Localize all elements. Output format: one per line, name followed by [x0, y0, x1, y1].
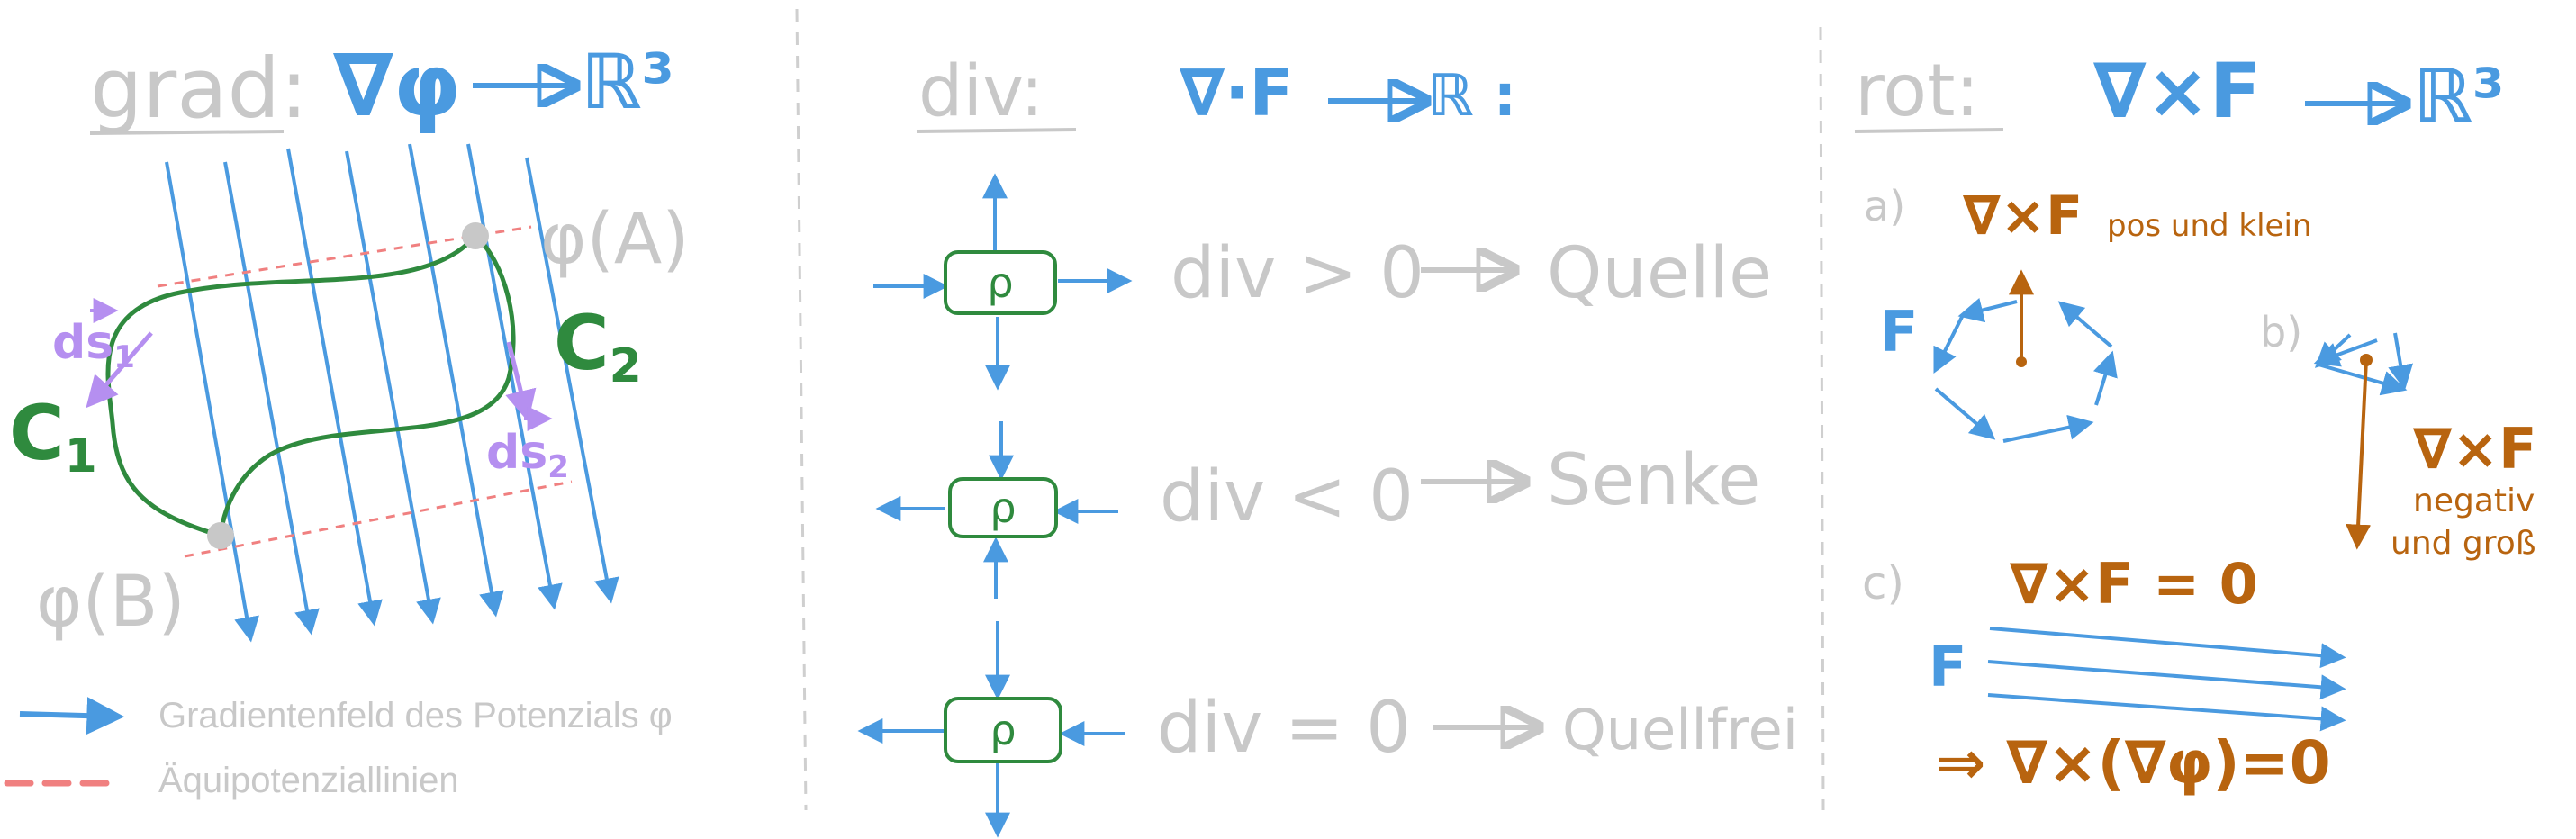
- legend-label-gradient: Gradientenfeld des Potenzials φ: [158, 696, 673, 735]
- rot-a-center: [2016, 356, 2027, 367]
- div-row-2-condition: div < 0: [1160, 456, 1414, 537]
- rot-case-b: b): [2260, 308, 2302, 356]
- div-panel: div: ∇·F ℝ : ρ div > 0 Quelle ρ div < 0 …: [857, 51, 1798, 838]
- field-arrow-2: [223, 161, 320, 636]
- rot-b-curl-arrow: [2346, 359, 2372, 550]
- rot-c-f-label: F: [1929, 634, 1966, 699]
- rot-title: rot:: [1855, 49, 1979, 132]
- sourcefree-rho: ρ: [990, 706, 1016, 754]
- div-row-3-condition: div = 0: [1157, 688, 1411, 769]
- div-source-diagram: ρ: [873, 173, 1133, 391]
- div-row-1-condition: div > 0: [1170, 233, 1424, 314]
- div-sourcefree-diagram: ρ: [857, 621, 1125, 838]
- rot-c-curl-label: ∇×F = 0: [2010, 551, 2258, 617]
- field-arrow-7: [525, 157, 619, 604]
- rot-panel: rot: ∇×F ℝ³ a) ∇×F pos und klein F b): [1854, 47, 2537, 798]
- div-row-3-result: Quellfrei: [1562, 697, 1798, 762]
- ds2-label: ds2: [486, 426, 569, 485]
- rot-formula-target: ℝ³: [2413, 54, 2505, 140]
- div-row-1-result: Quelle: [1547, 233, 1772, 314]
- point-b: [207, 522, 234, 549]
- rot-a-vortex: [1933, 297, 2118, 443]
- rot-b-note-1: negativ: [2413, 483, 2535, 519]
- parallel-arrow-3: [1987, 693, 2346, 732]
- phi-b-label: φ(B): [36, 562, 185, 643]
- ds1-label: ds1: [52, 316, 135, 375]
- ds2-arrow: [505, 341, 537, 422]
- ds1-arrow: [86, 331, 153, 409]
- div-formula: ∇·F: [1180, 55, 1294, 131]
- rot-case-a: a): [1864, 182, 1905, 230]
- grad-formula-target: ℝ³: [581, 38, 674, 126]
- rot-b-note-2: und groß: [2391, 525, 2536, 562]
- field-arrow-4: [345, 150, 441, 625]
- rot-formula: ∇×F: [2093, 47, 2261, 135]
- sourcefree-box: [944, 697, 1062, 763]
- rot-title-underline: [1854, 128, 2004, 133]
- source-box: [944, 250, 1057, 315]
- legend-arrow-swatch: [19, 697, 125, 735]
- vortex-a-arrow-3: [1934, 387, 1996, 440]
- field-arrow-5: [408, 143, 504, 618]
- vortex-a-arrow-1: [1957, 297, 2018, 323]
- div-title: div:: [918, 51, 1044, 132]
- curve-c1: [105, 234, 477, 538]
- vortex-a-arrow-4: [2002, 414, 2094, 443]
- rot-a-f-label: F: [1880, 299, 1918, 365]
- div-title-underline: [916, 128, 1077, 133]
- div-formula-target: ℝ :: [1427, 63, 1516, 130]
- divider-right: [1819, 26, 1825, 811]
- rot-b-curl-label: ∇×F: [2413, 416, 2537, 482]
- rot-case-c: c): [1862, 557, 1904, 609]
- curve-c2: [218, 234, 516, 537]
- equipotential-line-b: [184, 480, 573, 558]
- div-row-2-result: Senke: [1547, 440, 1760, 521]
- gradient-field-lines: [165, 143, 619, 643]
- grad-formula-nabla: ∇φ: [333, 35, 461, 136]
- rot-a-note: pos und klein: [2107, 208, 2311, 244]
- rot-b-center: [2360, 354, 2373, 366]
- parallel-arrow-2: [1987, 660, 2346, 700]
- vortex-a-arrow-5: [2093, 350, 2118, 406]
- div-sink-diagram: ρ: [875, 421, 1118, 599]
- parallel-arrow-1: [1989, 627, 2346, 669]
- vortex-a-arrow-2: [1933, 314, 1965, 374]
- divider-left: [795, 8, 808, 811]
- rot-conclusion: ⇒ ∇×(∇φ)=0: [1936, 728, 2331, 798]
- sink-box: [948, 477, 1058, 538]
- point-a: [462, 222, 489, 249]
- vortex-a-arrow-6: [2057, 301, 2113, 348]
- field-arrow-1: [165, 161, 259, 643]
- rot-c-parallel-field: [1987, 627, 2346, 732]
- vortex-b-arrow-4: [2313, 338, 2378, 367]
- c1-label: C1: [9, 389, 97, 483]
- legend-label-equipotential: Äquipotenziallinien: [158, 761, 459, 800]
- c2-label: C2: [554, 299, 642, 393]
- vortex-b-arrow-2: [2318, 363, 2408, 396]
- source-rho: ρ: [987, 258, 1013, 307]
- field-arrow-3: [286, 148, 383, 627]
- grad-legend: Gradientenfeld des Potenzials φ Äquipote…: [4, 696, 673, 800]
- grad-title: grad:: [90, 41, 308, 137]
- rot-b-vortex: [2313, 332, 2413, 396]
- grad-title-underline: [89, 130, 285, 135]
- phi-a-label: φ(A): [540, 199, 690, 280]
- rot-a-curl-label: ∇×F: [1963, 185, 2083, 248]
- vortex-b-arrow-3: [2388, 332, 2413, 391]
- grad-panel: grad: ∇φ ℝ³ φ(A) φ(B) C1 C2: [4, 35, 690, 800]
- sink-rho: ρ: [990, 483, 1016, 532]
